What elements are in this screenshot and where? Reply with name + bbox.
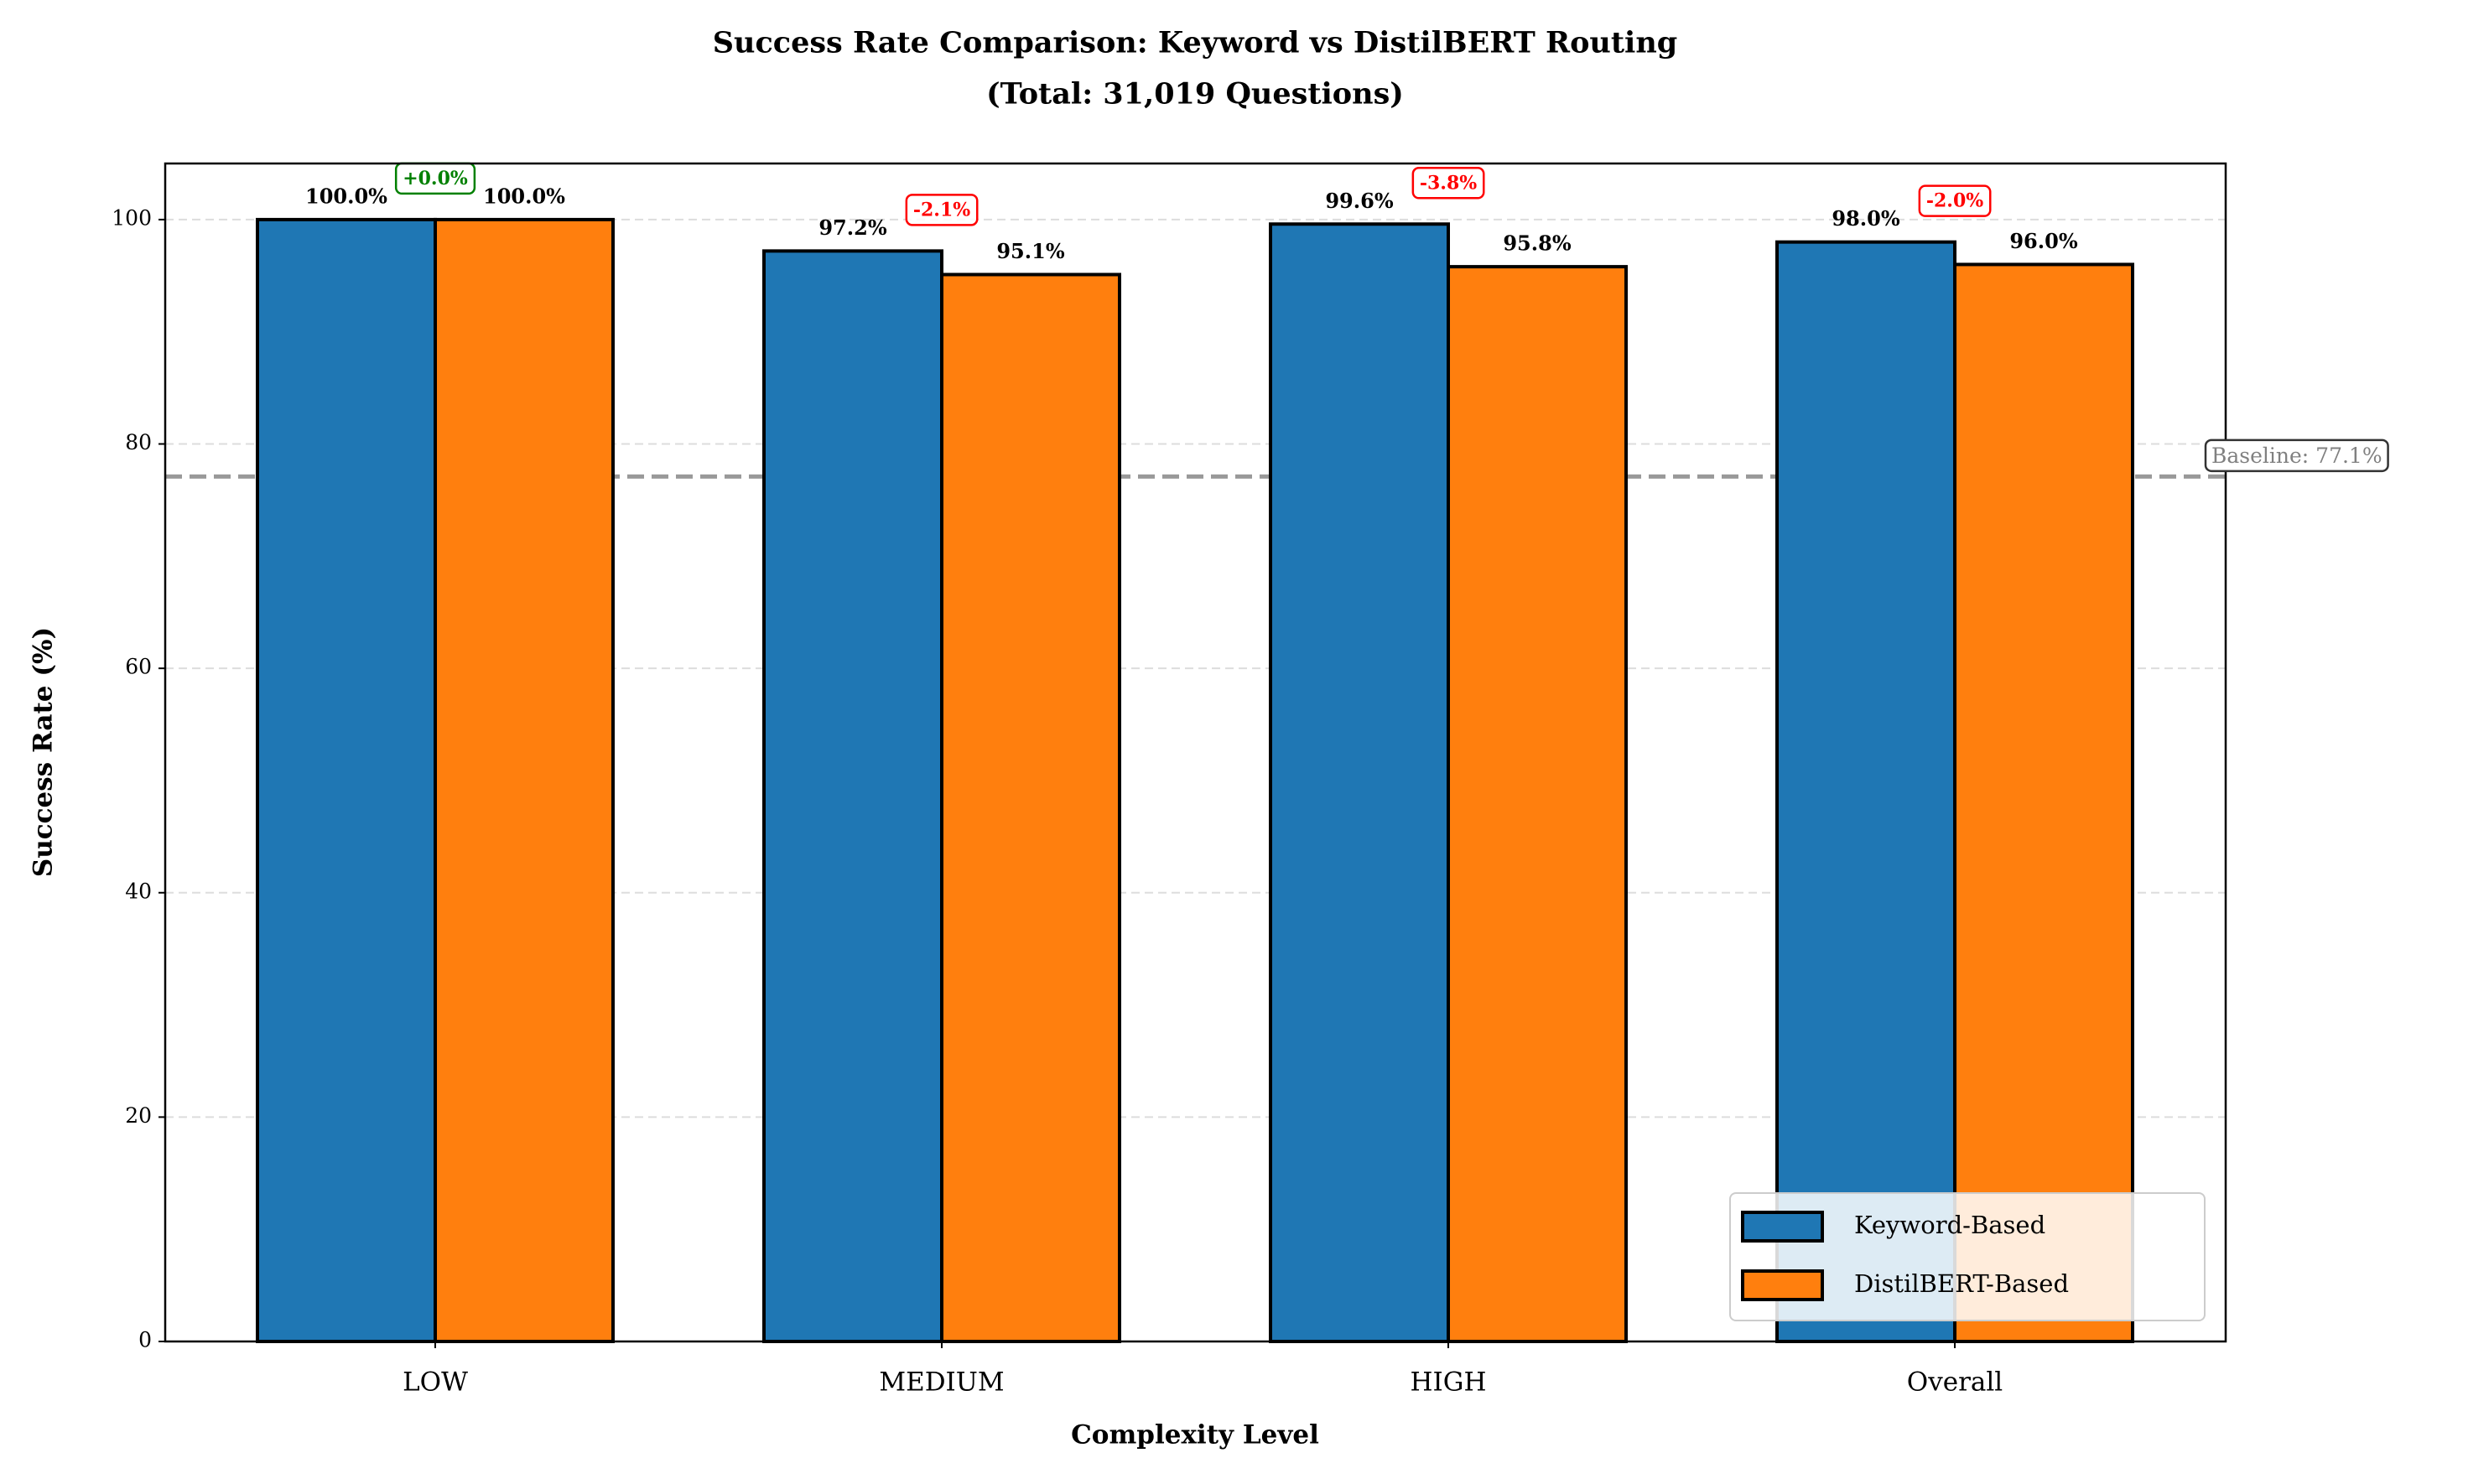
y-tick-label: 80 (125, 430, 152, 454)
y-tick-label: 100 (112, 205, 152, 230)
value-label: 100.0% (483, 184, 565, 208)
baseline-box (2204, 438, 2389, 473)
x-tick-label: MEDIUM (879, 1367, 1004, 1398)
difference-box (1411, 167, 1485, 200)
chart-title: Success Rate Comparison: Keyword vs Dist… (713, 26, 1678, 60)
bar (1269, 222, 1450, 1343)
value-label: 100.0% (305, 184, 387, 208)
bar (1953, 262, 2134, 1343)
bar (940, 272, 1121, 1343)
y-tick-label: 0 (138, 1328, 152, 1352)
bar (762, 249, 943, 1343)
legend-label: DistilBERT-Based (1854, 1269, 2069, 1298)
difference-label: -3.8% (1420, 172, 1477, 194)
y-tick-label: 40 (125, 879, 152, 903)
value-label: 98.0% (1832, 206, 1899, 231)
difference-box (905, 194, 979, 226)
value-label: 97.2% (818, 215, 886, 240)
value-label: 95.1% (996, 239, 1064, 263)
difference-annotation: -2.1% (905, 194, 979, 226)
difference-annotation: +0.0% (394, 162, 476, 195)
x-axis-label: Complexity Level (1071, 1420, 1319, 1450)
difference-annotation: -2.0% (1918, 184, 1992, 217)
value-label: 99.6% (1325, 189, 1393, 213)
legend-swatch (1741, 1211, 1824, 1243)
baseline-label: Baseline: 77.1% (2211, 444, 2382, 468)
bar (434, 217, 615, 1343)
y-tick-label: 20 (125, 1103, 152, 1128)
y-axis-label: Success Rate (%) (29, 627, 59, 877)
legend: Keyword-Based DistilBERT-Based (1729, 1192, 2206, 1321)
x-tick-label: HIGH (1410, 1367, 1486, 1398)
bar (256, 217, 437, 1343)
value-label: 95.8% (1503, 231, 1571, 256)
difference-box (1918, 184, 1992, 217)
axes-frame (164, 162, 2227, 1343)
x-tick-label: Overall (1907, 1367, 2003, 1398)
baseline-annotation: Baseline: 77.1% (2204, 438, 2389, 473)
x-tick-label: LOW (403, 1367, 468, 1398)
legend-box (1729, 1192, 2206, 1321)
legend-swatch (1741, 1269, 1824, 1301)
difference-label: +0.0% (403, 168, 468, 189)
difference-annotation: -3.8% (1411, 167, 1485, 200)
difference-label: -2.0% (1926, 190, 1983, 212)
chart-subtitle: (Total: 31,019 Questions) (986, 77, 1404, 112)
y-tick-label: 60 (125, 655, 152, 679)
difference-label: -2.1% (913, 199, 970, 221)
bar (1775, 240, 1956, 1344)
bar (1447, 265, 1628, 1344)
value-label: 96.0% (2009, 229, 2077, 253)
legend-label: Keyword-Based (1854, 1211, 2045, 1239)
